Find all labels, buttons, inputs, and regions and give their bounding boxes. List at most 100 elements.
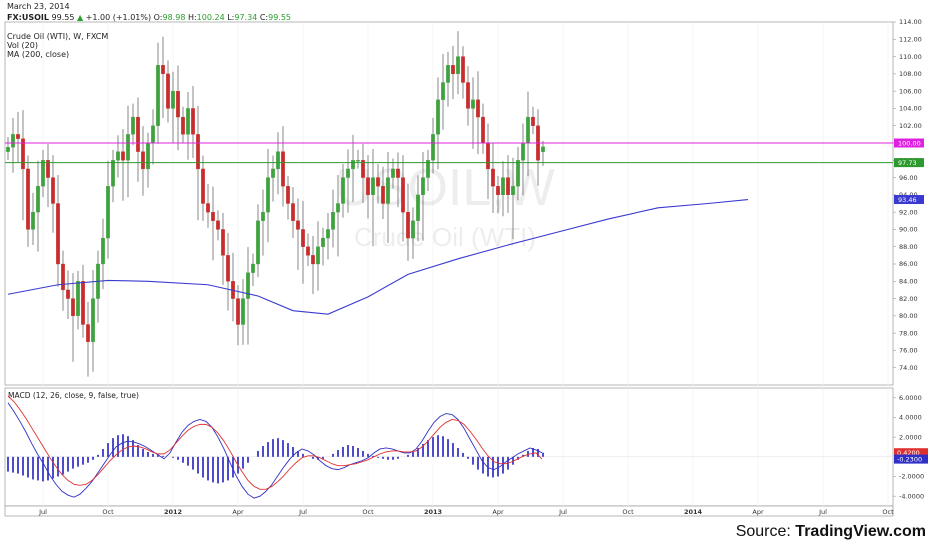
candle-body [431,134,435,161]
candle-body [521,142,525,161]
candle-body [416,194,420,221]
candle-body [526,116,530,144]
candle-body [61,263,65,291]
candle-body [436,99,440,135]
candle-body [36,186,40,213]
time-axis-label: Jul [38,508,47,516]
price-axis-label: 80.00 [899,312,918,320]
candle-body [441,82,445,100]
chart-date: March 23, 2014 [7,2,70,11]
time-axis-label: Oct [102,508,114,516]
candle-body [451,65,455,75]
time-axis-label: Oct [362,508,374,516]
macd-axis-label: 4.0000 [899,414,922,422]
candle-body [531,116,535,126]
candle-body [481,116,485,144]
candle-body [141,151,145,170]
candle-body [446,65,450,83]
price-tag-label: 97.73 [898,159,917,167]
price-axis-label: 84.00 [899,277,918,285]
candle-body [421,177,425,196]
candle-body [111,160,115,187]
candle-body [386,177,390,204]
candle-body [276,151,280,170]
price-change: +1.00 (+1.01%) [85,13,152,22]
candle-body [296,220,300,230]
candle-body [161,65,165,75]
candle-body [51,177,55,204]
volume-study-label[interactable]: Vol (20) [7,41,38,50]
signal-value-tag [894,454,928,464]
signal-line [7,395,543,490]
candle-body [26,168,30,230]
macd-axis-label: -4.0000 [899,492,924,500]
price-tag [894,158,924,168]
macd-axis-label: -2.0000 [899,473,924,481]
candle-body [411,220,415,239]
time-axis-label: Apr [752,508,764,516]
candle-body [56,203,60,265]
price-axis-label: 90.00 [899,226,918,234]
candle-body [391,168,395,178]
candle-body [251,263,255,273]
candle-body [266,177,270,213]
ma-study-label[interactable]: MA (200, close) [7,50,70,59]
price-axis-label: 106.00 [899,87,922,95]
candle-body [216,220,220,230]
candle-body [201,168,205,204]
candle-body [81,281,85,325]
candle-body [376,177,380,187]
candle-body [181,116,185,135]
macd-axis-label: 6.0000 [899,394,922,402]
candle-body [261,211,265,221]
candle-body [191,108,195,135]
candle-body [221,229,225,256]
last-price: 99.55 [51,13,75,22]
candle-body [136,116,140,152]
candle-body [381,186,385,204]
candle-body [406,211,410,239]
candle-body [241,298,245,325]
candle-body [101,237,105,265]
time-axis-label: Jul [818,508,827,516]
candle-body [401,177,405,213]
time-axis-label: Oct [882,508,894,516]
candle-body [16,134,20,139]
candle-body [206,203,210,213]
candle-body [321,237,325,247]
candle-body [371,177,375,196]
candle-body [76,281,80,317]
candle-body [71,298,75,317]
candle-body [131,116,135,135]
macd-panel [4,387,894,507]
price-axis-label: 104.00 [899,105,922,113]
low-value: 97.34 [234,13,258,22]
candle-body [346,168,350,178]
candle-body [156,65,160,126]
time-axis-label: Oct [622,508,634,516]
high-value: 100.24 [196,13,225,22]
study-title[interactable]: Crude Oil (WTI), W, FXCM [7,32,109,41]
candle-body [106,186,110,239]
candle-body [31,211,35,230]
time-axis-label: Apr [232,508,244,516]
candle-body [331,211,335,230]
candle-body [486,142,490,170]
candle-body [291,203,295,221]
time-axis-label: 2014 [684,508,703,516]
macd-histogram [7,434,544,484]
candle-body [366,177,370,196]
candle-body [126,134,130,161]
candle-body [476,99,480,118]
price-axis-label: 92.00 [899,208,918,216]
price-axis-label: 112.00 [899,35,922,43]
candle-body [361,160,365,178]
candle-body [396,168,400,178]
price-axis-label: 110.00 [899,53,922,61]
time-axis-label: 2012 [164,508,182,516]
candle-body [306,246,310,256]
candle-body [146,142,150,170]
candle-body [501,177,505,196]
candle-body [351,160,355,170]
